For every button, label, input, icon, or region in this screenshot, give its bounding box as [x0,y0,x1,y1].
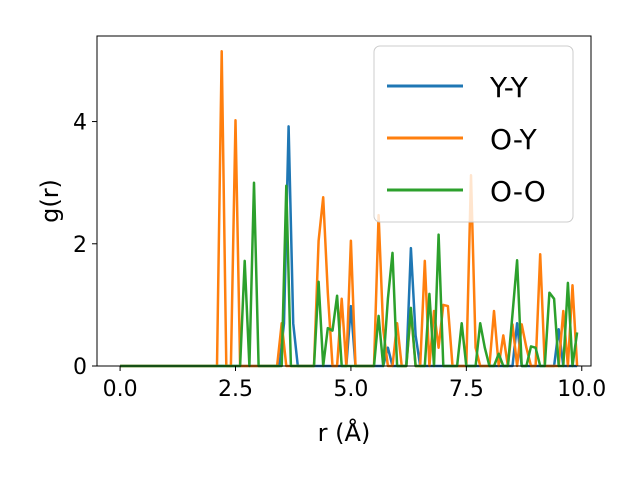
plot-area: 0.0 2.5 5.0 7.5 10.0 0 2 4 [73,35,606,402]
y-tick-label: 0 [73,355,87,380]
legend-box [373,45,574,223]
y-tick-label: 4 [73,111,87,136]
x-axis-label: r (Å) [318,418,371,447]
x-axis: 0.0 2.5 5.0 7.5 10.0 [103,366,606,402]
y-tick-label: 2 [73,233,87,258]
axes-frame [96,35,592,367]
legend-label: O-Y [490,123,538,156]
legend-label: Y-Y [489,71,529,104]
legend-label: O-O [490,175,546,208]
x-tick-label: 2.5 [218,377,253,402]
x-tick-label: 10.0 [557,377,606,402]
x-tick-label: 7.5 [449,377,484,402]
legend: Y-Y O-Y O-O [373,45,574,223]
x-tick-label: 0.0 [103,377,138,402]
y-axis-label: g(r) [36,179,64,223]
y-axis: 0 2 4 [73,111,97,380]
x-tick-label: 5.0 [333,377,368,402]
